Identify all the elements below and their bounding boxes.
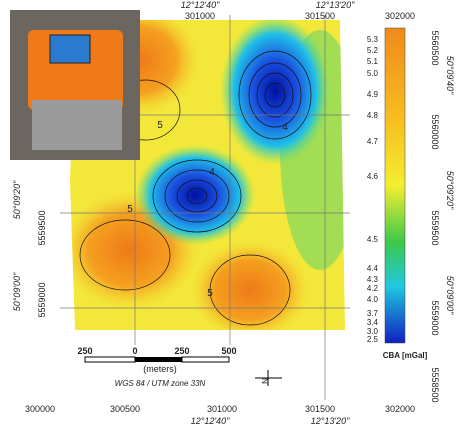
colorbar-label: 4.6: [367, 172, 379, 181]
colorbar-label: 3.4: [367, 318, 379, 327]
grid: [60, 15, 350, 400]
scale-label: 250: [174, 346, 189, 356]
colorbar-label: 3.0: [367, 327, 379, 336]
colorbar-label: 4.2: [367, 284, 379, 293]
axis-label: 12°13'20": [316, 0, 355, 10]
axis-label: 5559000: [430, 300, 440, 335]
colorbar-label: 3.7: [367, 309, 379, 318]
photo-inset: [10, 10, 140, 160]
colorbar: [384, 27, 406, 344]
colorbar-label: 4.9: [367, 90, 379, 99]
colorbar-title: CBA [mGal]: [383, 351, 428, 360]
axis-label: 5559500: [430, 210, 440, 245]
axis-label: 301500: [305, 11, 335, 21]
contour-label: 4: [282, 122, 288, 133]
contour-label: 5: [207, 288, 213, 299]
scale-bar: [84, 356, 230, 363]
axis-label: 12°13'20": [311, 416, 350, 426]
axis-label: 300500: [110, 404, 140, 414]
axis-label: 302000: [385, 404, 415, 414]
axis-label: 5560000: [430, 114, 440, 149]
axis-label: 50°09'20": [12, 180, 22, 219]
colorbar-label: 5.1: [367, 57, 379, 66]
axis-label: 301000: [207, 404, 237, 414]
contour-label: 4: [209, 167, 215, 178]
colorbar-label: 5.2: [367, 46, 379, 55]
axis-label: 12°12'40": [181, 0, 220, 10]
scale-label: 250: [77, 346, 92, 356]
scale-unit: (meters): [143, 364, 177, 374]
axis-label: 301500: [305, 404, 335, 414]
scale-label: 500: [221, 346, 236, 356]
anomaly-surface: [70, 20, 345, 330]
colorbar-label: 4.0: [367, 295, 379, 304]
axis-label: 302000: [385, 11, 415, 21]
axis-label: 300000: [25, 404, 55, 414]
axis-label: 5559000: [37, 282, 47, 317]
axis-label: 12°12'40": [191, 416, 230, 426]
colorbar-label: 4.5: [367, 235, 379, 244]
axis-label: 5558500: [430, 367, 440, 402]
colorbar-label: 4.3: [367, 275, 379, 284]
colorbar-label: 2.5: [367, 335, 379, 344]
axis-label: 50°09'40": [445, 56, 455, 95]
north-arrow: [255, 370, 282, 386]
colorbar-label: 4.7: [367, 137, 379, 146]
axis-label: 5559500: [37, 210, 47, 245]
colorbar-label: 5.3: [367, 35, 379, 44]
axis-label: 5560500: [430, 30, 440, 65]
scale-label: 0: [132, 346, 137, 356]
crs-label: WGS 84 / UTM zone 33N: [115, 379, 206, 388]
contour-label: 5: [157, 120, 163, 131]
colorbar-label: 4.8: [367, 111, 379, 120]
north-label: N: [261, 378, 270, 384]
axis-label: 301000: [185, 11, 215, 21]
colorbar-label: 4.4: [367, 264, 379, 273]
contour-label: 5: [127, 204, 133, 215]
colorbar-label: 5.0: [367, 69, 379, 78]
axis-label: 50°09'00": [12, 272, 22, 311]
axis-label: 50°09'00": [445, 276, 455, 315]
axis-label: 50°09'20": [445, 171, 455, 210]
